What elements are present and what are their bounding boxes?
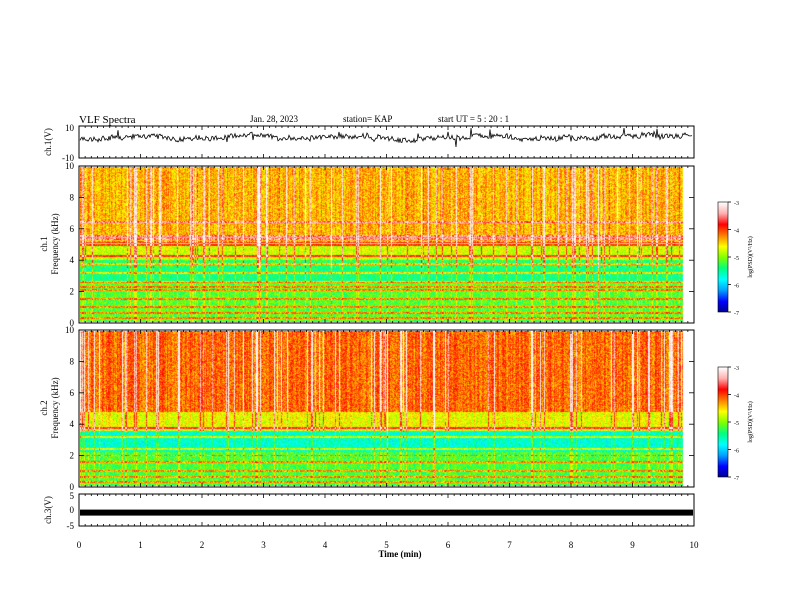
ch1-panel: 10 -10 ch.1(V) bbox=[43, 123, 695, 163]
ch2-spectrogram-image-wrap bbox=[80, 331, 692, 486]
ch2-colorbar-ticks: -3 -4 -5 -6 -7 bbox=[728, 366, 739, 482]
y-tick-label: 6 bbox=[70, 224, 75, 234]
y-tick-label: 2 bbox=[70, 287, 75, 297]
ch1-spectrogram-ylabel-ch: ch.1 bbox=[39, 236, 49, 251]
y-tick-label: 0 bbox=[70, 318, 75, 328]
y-tick-label: 6 bbox=[70, 388, 75, 398]
time-axis: 0 1 2 3 4 5 6 7 8 9 10 bbox=[77, 126, 699, 550]
x-tick-label: 8 bbox=[569, 540, 574, 550]
ch2-colorbar-canvas bbox=[718, 367, 728, 477]
ch2-spectrogram-yticks: 0 2 4 6 8 10 bbox=[65, 325, 694, 492]
ch3-tick-bottom: -5 bbox=[67, 521, 75, 531]
ch1-frame bbox=[78, 125, 695, 159]
colorbar-tick-label: -5 bbox=[734, 421, 739, 427]
colorbar-tick-label: -5 bbox=[734, 256, 739, 262]
ch1-spectrogram-ylabel-freq: Frequency (kHz) bbox=[50, 213, 60, 274]
ch1-colorbar-label: log(PSD)(V²/Hz) bbox=[747, 236, 754, 277]
x-tick-label: 1 bbox=[138, 540, 143, 550]
ch1-tick-top: 10 bbox=[65, 123, 75, 133]
ch1-spectrogram-canvas bbox=[80, 167, 692, 322]
colorbar-tick-label: -7 bbox=[734, 476, 739, 482]
header-start-time: start UT = 5 : 20 : 1 bbox=[438, 114, 509, 124]
ch2-spectrogram-ylabel-freq: Frequency (kHz) bbox=[50, 377, 60, 438]
ch3-ylabel: ch.3(V) bbox=[43, 496, 53, 524]
y-tick-label: 10 bbox=[65, 161, 75, 171]
header-station: station= KAP bbox=[343, 114, 392, 124]
ch3-tick-top: 5 bbox=[70, 491, 75, 501]
colorbar-tick-label: -4 bbox=[734, 394, 739, 400]
x-tick-label: 5 bbox=[384, 540, 389, 550]
ch2-spectrogram-canvas bbox=[80, 331, 692, 486]
colorbar-tick-label: -3 bbox=[734, 201, 739, 207]
x-tick-label: 4 bbox=[323, 540, 328, 550]
colorbar-tick-label: -3 bbox=[734, 366, 739, 372]
y-tick-label: 4 bbox=[70, 419, 75, 429]
y-tick-label: 0 bbox=[70, 482, 75, 492]
x-tick-label: 3 bbox=[261, 540, 266, 550]
x-tick-label: 6 bbox=[446, 540, 451, 550]
ch1-colorbar-ticks: -3 -4 -5 -6 -7 bbox=[728, 201, 739, 317]
ch2-colorbar: -3 -4 -5 -6 -7 log(PSD)(V²/Hz) bbox=[717, 366, 754, 482]
ch3-tick-mid: 0 bbox=[70, 505, 75, 515]
x-tick-label: 9 bbox=[630, 540, 635, 550]
ch1-colorbar-wrap bbox=[718, 202, 728, 312]
ch2-spectrogram-panel: 0 2 4 6 8 10 ch.2 Frequency (kHz) bbox=[39, 325, 695, 492]
ch3-level-band bbox=[80, 509, 693, 516]
ch1-ylabel: ch.1(V) bbox=[43, 128, 53, 156]
x-tick-label: 0 bbox=[77, 540, 82, 550]
ch1-spectrogram-image-wrap bbox=[80, 167, 692, 322]
ch1-spectrogram-panel: 0 2 4 6 8 10 ch.1 Frequency (kHz) bbox=[39, 161, 695, 328]
ch2-spectrogram-ylabel-ch: ch.2 bbox=[39, 400, 49, 415]
y-tick-label: 4 bbox=[70, 255, 75, 265]
colorbar-tick-label: -7 bbox=[734, 311, 739, 317]
x-tick-label: 2 bbox=[200, 540, 205, 550]
colorbar-tick-label: -6 bbox=[734, 284, 739, 290]
ch1-tick-bottom: -10 bbox=[62, 153, 74, 163]
y-tick-label: 8 bbox=[70, 192, 75, 202]
figure-title: VLF Spectra bbox=[79, 114, 136, 126]
y-tick-label: 2 bbox=[70, 451, 75, 461]
colorbar-tick-label: -4 bbox=[734, 229, 739, 235]
x-tick-label: 10 bbox=[690, 540, 700, 550]
y-tick-label: 10 bbox=[65, 325, 75, 335]
xaxis-label: Time (min) bbox=[378, 549, 421, 559]
ch1-spectrogram-yticks: 0 2 4 6 8 10 bbox=[65, 161, 694, 328]
ch1-trace-line bbox=[79, 128, 693, 148]
colorbar-tick-label: -6 bbox=[734, 449, 739, 455]
ch2-colorbar-label: log(PSD)(V²/Hz) bbox=[747, 401, 754, 442]
ch2-colorbar-wrap bbox=[718, 367, 728, 477]
y-tick-label: 8 bbox=[70, 356, 75, 366]
ch1-colorbar-canvas bbox=[718, 202, 728, 312]
ch1-colorbar: -3 -4 -5 -6 -7 log(PSD)(V²/Hz) bbox=[717, 201, 754, 317]
x-tick-label: 7 bbox=[507, 540, 512, 550]
header-date: Jan. 28, 2023 bbox=[250, 114, 298, 124]
